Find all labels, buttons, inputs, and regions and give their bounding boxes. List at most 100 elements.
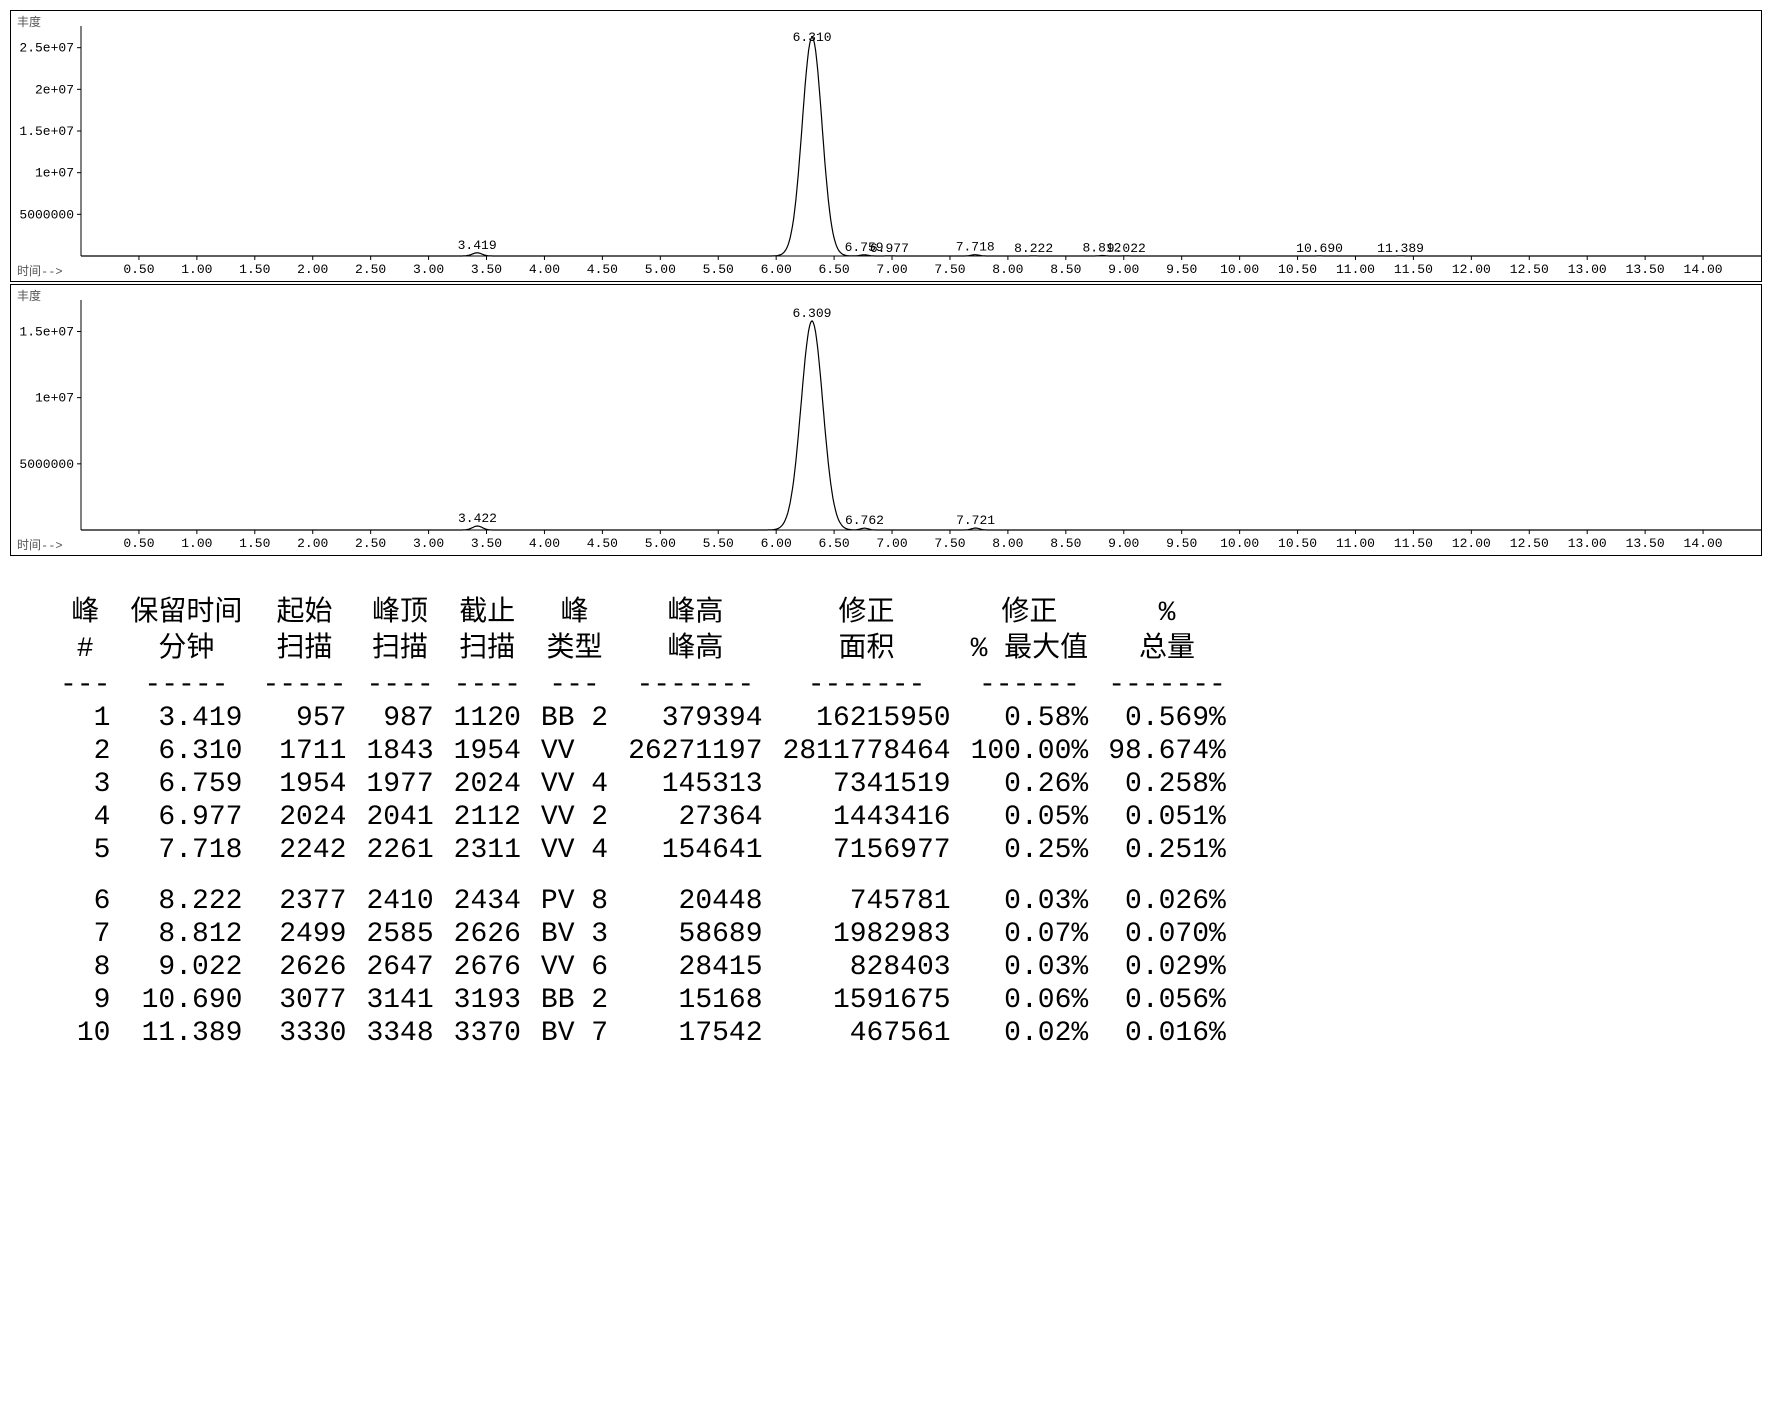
- svg-text:12.50: 12.50: [1510, 536, 1549, 551]
- svg-text:7.50: 7.50: [934, 262, 965, 277]
- svg-text:8.50: 8.50: [1050, 536, 1081, 551]
- table-row: 46.977202420412112VV 22736414434160.05%0…: [50, 801, 1236, 834]
- svg-text:2.00: 2.00: [297, 262, 328, 277]
- svg-text:4.00: 4.00: [529, 262, 560, 277]
- col-pct-max: 修正 % 最大值: [961, 596, 1099, 669]
- svg-text:4.50: 4.50: [587, 536, 618, 551]
- svg-text:13.00: 13.00: [1568, 536, 1607, 551]
- svg-text:0.50: 0.50: [123, 536, 154, 551]
- svg-text:2e+07: 2e+07: [35, 82, 74, 97]
- chart1-xlabel: 时间-->: [17, 262, 63, 279]
- svg-text:5000000: 5000000: [19, 457, 74, 472]
- rows-bottom: 68.222237724102434PV 8204487457810.03%0.…: [50, 885, 1236, 1050]
- svg-text:6.310: 6.310: [793, 30, 832, 45]
- svg-text:4.00: 4.00: [529, 536, 560, 551]
- svg-text:12.50: 12.50: [1510, 262, 1549, 277]
- svg-text:7.00: 7.00: [876, 536, 907, 551]
- svg-text:7.50: 7.50: [934, 536, 965, 551]
- peak-table: 峰 # 保留时间 分钟 起始 扫描 峰顶 扫描 截止 扫描 峰 类型 峰高 峰高…: [50, 596, 1236, 1050]
- svg-text:2.50: 2.50: [355, 536, 386, 551]
- table-row: 78.812249925852626BV 35868919829830.07%0…: [50, 918, 1236, 951]
- table-row: 36.759195419772024VV 414531373415190.26%…: [50, 768, 1236, 801]
- svg-text:3.422: 3.422: [458, 511, 497, 526]
- svg-text:1.5e+07: 1.5e+07: [19, 124, 74, 139]
- col-start-scan: 起始 扫描: [252, 596, 356, 669]
- svg-text:11.50: 11.50: [1394, 262, 1433, 277]
- svg-text:5.00: 5.00: [645, 262, 676, 277]
- svg-text:12.00: 12.00: [1452, 262, 1491, 277]
- col-rt: 保留时间 分钟: [120, 596, 252, 669]
- svg-text:1.50: 1.50: [239, 536, 270, 551]
- svg-text:14.00: 14.00: [1684, 536, 1723, 551]
- svg-text:10.50: 10.50: [1278, 536, 1317, 551]
- svg-text:4.50: 4.50: [587, 262, 618, 277]
- svg-text:6.00: 6.00: [761, 536, 792, 551]
- svg-text:13.00: 13.00: [1568, 262, 1607, 277]
- svg-text:9.00: 9.00: [1108, 536, 1139, 551]
- svg-text:11.389: 11.389: [1377, 241, 1424, 256]
- col-peak-type: 峰 类型: [531, 596, 618, 669]
- chromatogram-1: 丰度 50000001e+071.5e+072e+072.5e+070.501.…: [10, 10, 1762, 282]
- svg-text:6.309: 6.309: [792, 306, 831, 321]
- svg-text:3.00: 3.00: [413, 536, 444, 551]
- peak-table-head: 峰 # 保留时间 分钟 起始 扫描 峰顶 扫描 截止 扫描 峰 类型 峰高 峰高…: [50, 596, 1236, 669]
- svg-text:3.00: 3.00: [413, 262, 444, 277]
- col-peak-height: 峰高 峰高: [618, 596, 772, 669]
- svg-text:8.50: 8.50: [1050, 262, 1081, 277]
- svg-text:6.50: 6.50: [818, 262, 849, 277]
- col-pct-total: % 总量: [1098, 596, 1236, 669]
- svg-text:13.50: 13.50: [1626, 262, 1665, 277]
- svg-text:10.690: 10.690: [1296, 241, 1343, 256]
- svg-text:11.00: 11.00: [1336, 536, 1375, 551]
- col-apex-scan: 峰顶 扫描: [356, 596, 443, 669]
- svg-text:5.50: 5.50: [703, 262, 734, 277]
- svg-text:2.00: 2.00: [297, 536, 328, 551]
- svg-text:3.419: 3.419: [458, 238, 497, 253]
- svg-text:6.977: 6.977: [870, 241, 909, 256]
- chromatogram-2: 丰度 50000001e+071.5e+070.501.001.502.002.…: [10, 284, 1762, 556]
- svg-text:9.50: 9.50: [1166, 536, 1197, 551]
- svg-text:2.5e+07: 2.5e+07: [19, 41, 74, 56]
- svg-text:7.00: 7.00: [876, 262, 907, 277]
- svg-text:1.00: 1.00: [181, 536, 212, 551]
- svg-text:5000000: 5000000: [19, 207, 74, 222]
- col-peak-no: 峰 #: [50, 596, 120, 669]
- svg-text:3.50: 3.50: [471, 262, 502, 277]
- col-end-scan: 截止 扫描: [444, 596, 531, 669]
- col-corr-area: 修正 面积: [773, 596, 961, 669]
- svg-text:6.762: 6.762: [845, 513, 884, 528]
- table-row: 68.222237724102434PV 8204487457810.03%0.…: [50, 885, 1236, 918]
- chart1-ylabel: 丰度: [17, 13, 41, 30]
- table-row: 57.718224222612311VV 415464171569770.25%…: [50, 834, 1236, 867]
- svg-text:12.00: 12.00: [1452, 536, 1491, 551]
- svg-text:7.721: 7.721: [956, 513, 995, 528]
- svg-text:13.50: 13.50: [1626, 536, 1665, 551]
- rows-top: 13.4199579871120BB 2379394162159500.58%0…: [50, 702, 1236, 867]
- table-row: 1011.389333033483370BV 7175424675610.02%…: [50, 1017, 1236, 1050]
- chart2-xlabel: 时间-->: [17, 536, 63, 553]
- table-row: 26.310171118431954VV 2627119728117784641…: [50, 735, 1236, 768]
- svg-text:6.50: 6.50: [818, 536, 849, 551]
- svg-text:2.50: 2.50: [355, 262, 386, 277]
- svg-text:5.50: 5.50: [703, 536, 734, 551]
- svg-text:1e+07: 1e+07: [35, 166, 74, 181]
- table-row: 910.690307731413193BB 21516815916750.06%…: [50, 984, 1236, 1017]
- svg-text:8.00: 8.00: [992, 536, 1023, 551]
- svg-text:1e+07: 1e+07: [35, 391, 74, 406]
- svg-text:11.00: 11.00: [1336, 262, 1375, 277]
- table-row: 13.4199579871120BB 2379394162159500.58%0…: [50, 702, 1236, 735]
- svg-text:9.00: 9.00: [1108, 262, 1139, 277]
- svg-text:14.00: 14.00: [1684, 262, 1723, 277]
- svg-text:8.222: 8.222: [1014, 241, 1053, 256]
- svg-text:6.00: 6.00: [761, 262, 792, 277]
- svg-text:7.718: 7.718: [956, 240, 995, 255]
- svg-text:10.00: 10.00: [1220, 536, 1259, 551]
- svg-text:1.50: 1.50: [239, 262, 270, 277]
- svg-text:5.00: 5.00: [645, 536, 676, 551]
- chart2-svg: 50000001e+071.5e+070.501.001.502.002.503…: [11, 285, 1763, 555]
- svg-text:9.50: 9.50: [1166, 262, 1197, 277]
- svg-text:10.00: 10.00: [1220, 262, 1259, 277]
- chart1-svg: 50000001e+071.5e+072e+072.5e+070.501.001…: [11, 11, 1763, 281]
- svg-text:1.00: 1.00: [181, 262, 212, 277]
- separator-row: ----------------------------------------…: [50, 669, 1236, 702]
